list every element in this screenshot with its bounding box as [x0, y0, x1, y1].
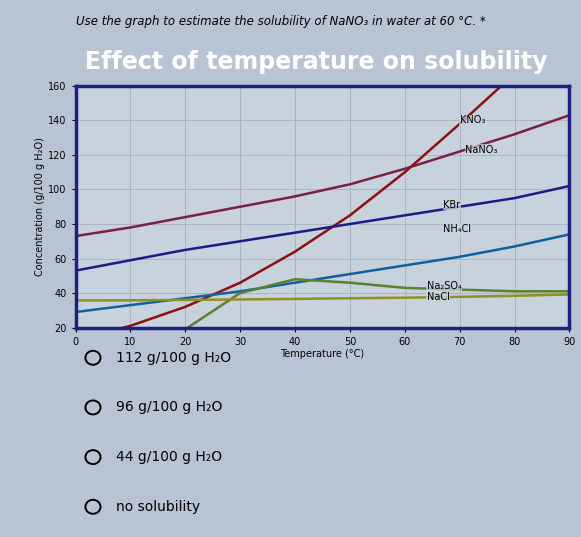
Text: NaNO₃: NaNO₃: [465, 145, 497, 155]
Text: Effect of temperature on solubility: Effect of temperature on solubility: [85, 50, 548, 74]
Y-axis label: Concentration (g/100 g H₂O): Concentration (g/100 g H₂O): [35, 137, 45, 276]
Text: NaCl: NaCl: [426, 292, 450, 301]
Text: NH₄Cl: NH₄Cl: [443, 224, 471, 234]
Text: Use the graph to estimate the solubility of NaNO₃ in water at 60 °C. *: Use the graph to estimate the solubility…: [76, 15, 485, 28]
X-axis label: Temperature (°C): Temperature (°C): [281, 350, 364, 359]
Text: no solubility: no solubility: [116, 500, 200, 514]
Text: 112 g/100 g H₂O: 112 g/100 g H₂O: [116, 351, 231, 365]
Text: 96 g/100 g H₂O: 96 g/100 g H₂O: [116, 401, 223, 415]
Text: KBr: KBr: [443, 200, 460, 210]
Text: 44 g/100 g H₂O: 44 g/100 g H₂O: [116, 450, 223, 464]
Text: Na₂SO₄: Na₂SO₄: [426, 281, 461, 291]
Text: KNO₃: KNO₃: [460, 115, 485, 126]
